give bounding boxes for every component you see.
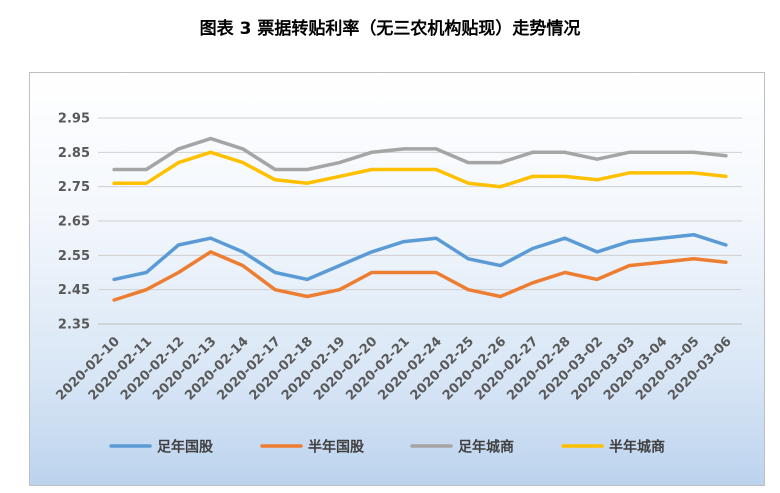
series-line [112,150,728,189]
y-tick-label: 2.55 [58,249,90,264]
legend-label: 足年城商 [458,439,514,456]
y-tick-label: 2.85 [58,146,90,161]
legend-label: 足年国股 [157,439,214,456]
y-tick-label: 2.95 [58,112,90,127]
series-line [112,250,728,302]
y-tick-label: 2.75 [58,180,90,195]
chart-title: 图表 3 票据转贴利率（无三农机构贴现）走势情况 [199,19,581,39]
legend-label: 半年城商 [609,439,665,456]
series-line [112,232,728,282]
legend-label: 半年国股 [308,439,365,456]
chart-area [29,72,765,486]
y-tick-label: 2.65 [58,215,90,230]
series-line [112,136,728,172]
y-tick-label: 2.45 [58,283,90,298]
y-tick-label: 2.35 [58,318,90,333]
